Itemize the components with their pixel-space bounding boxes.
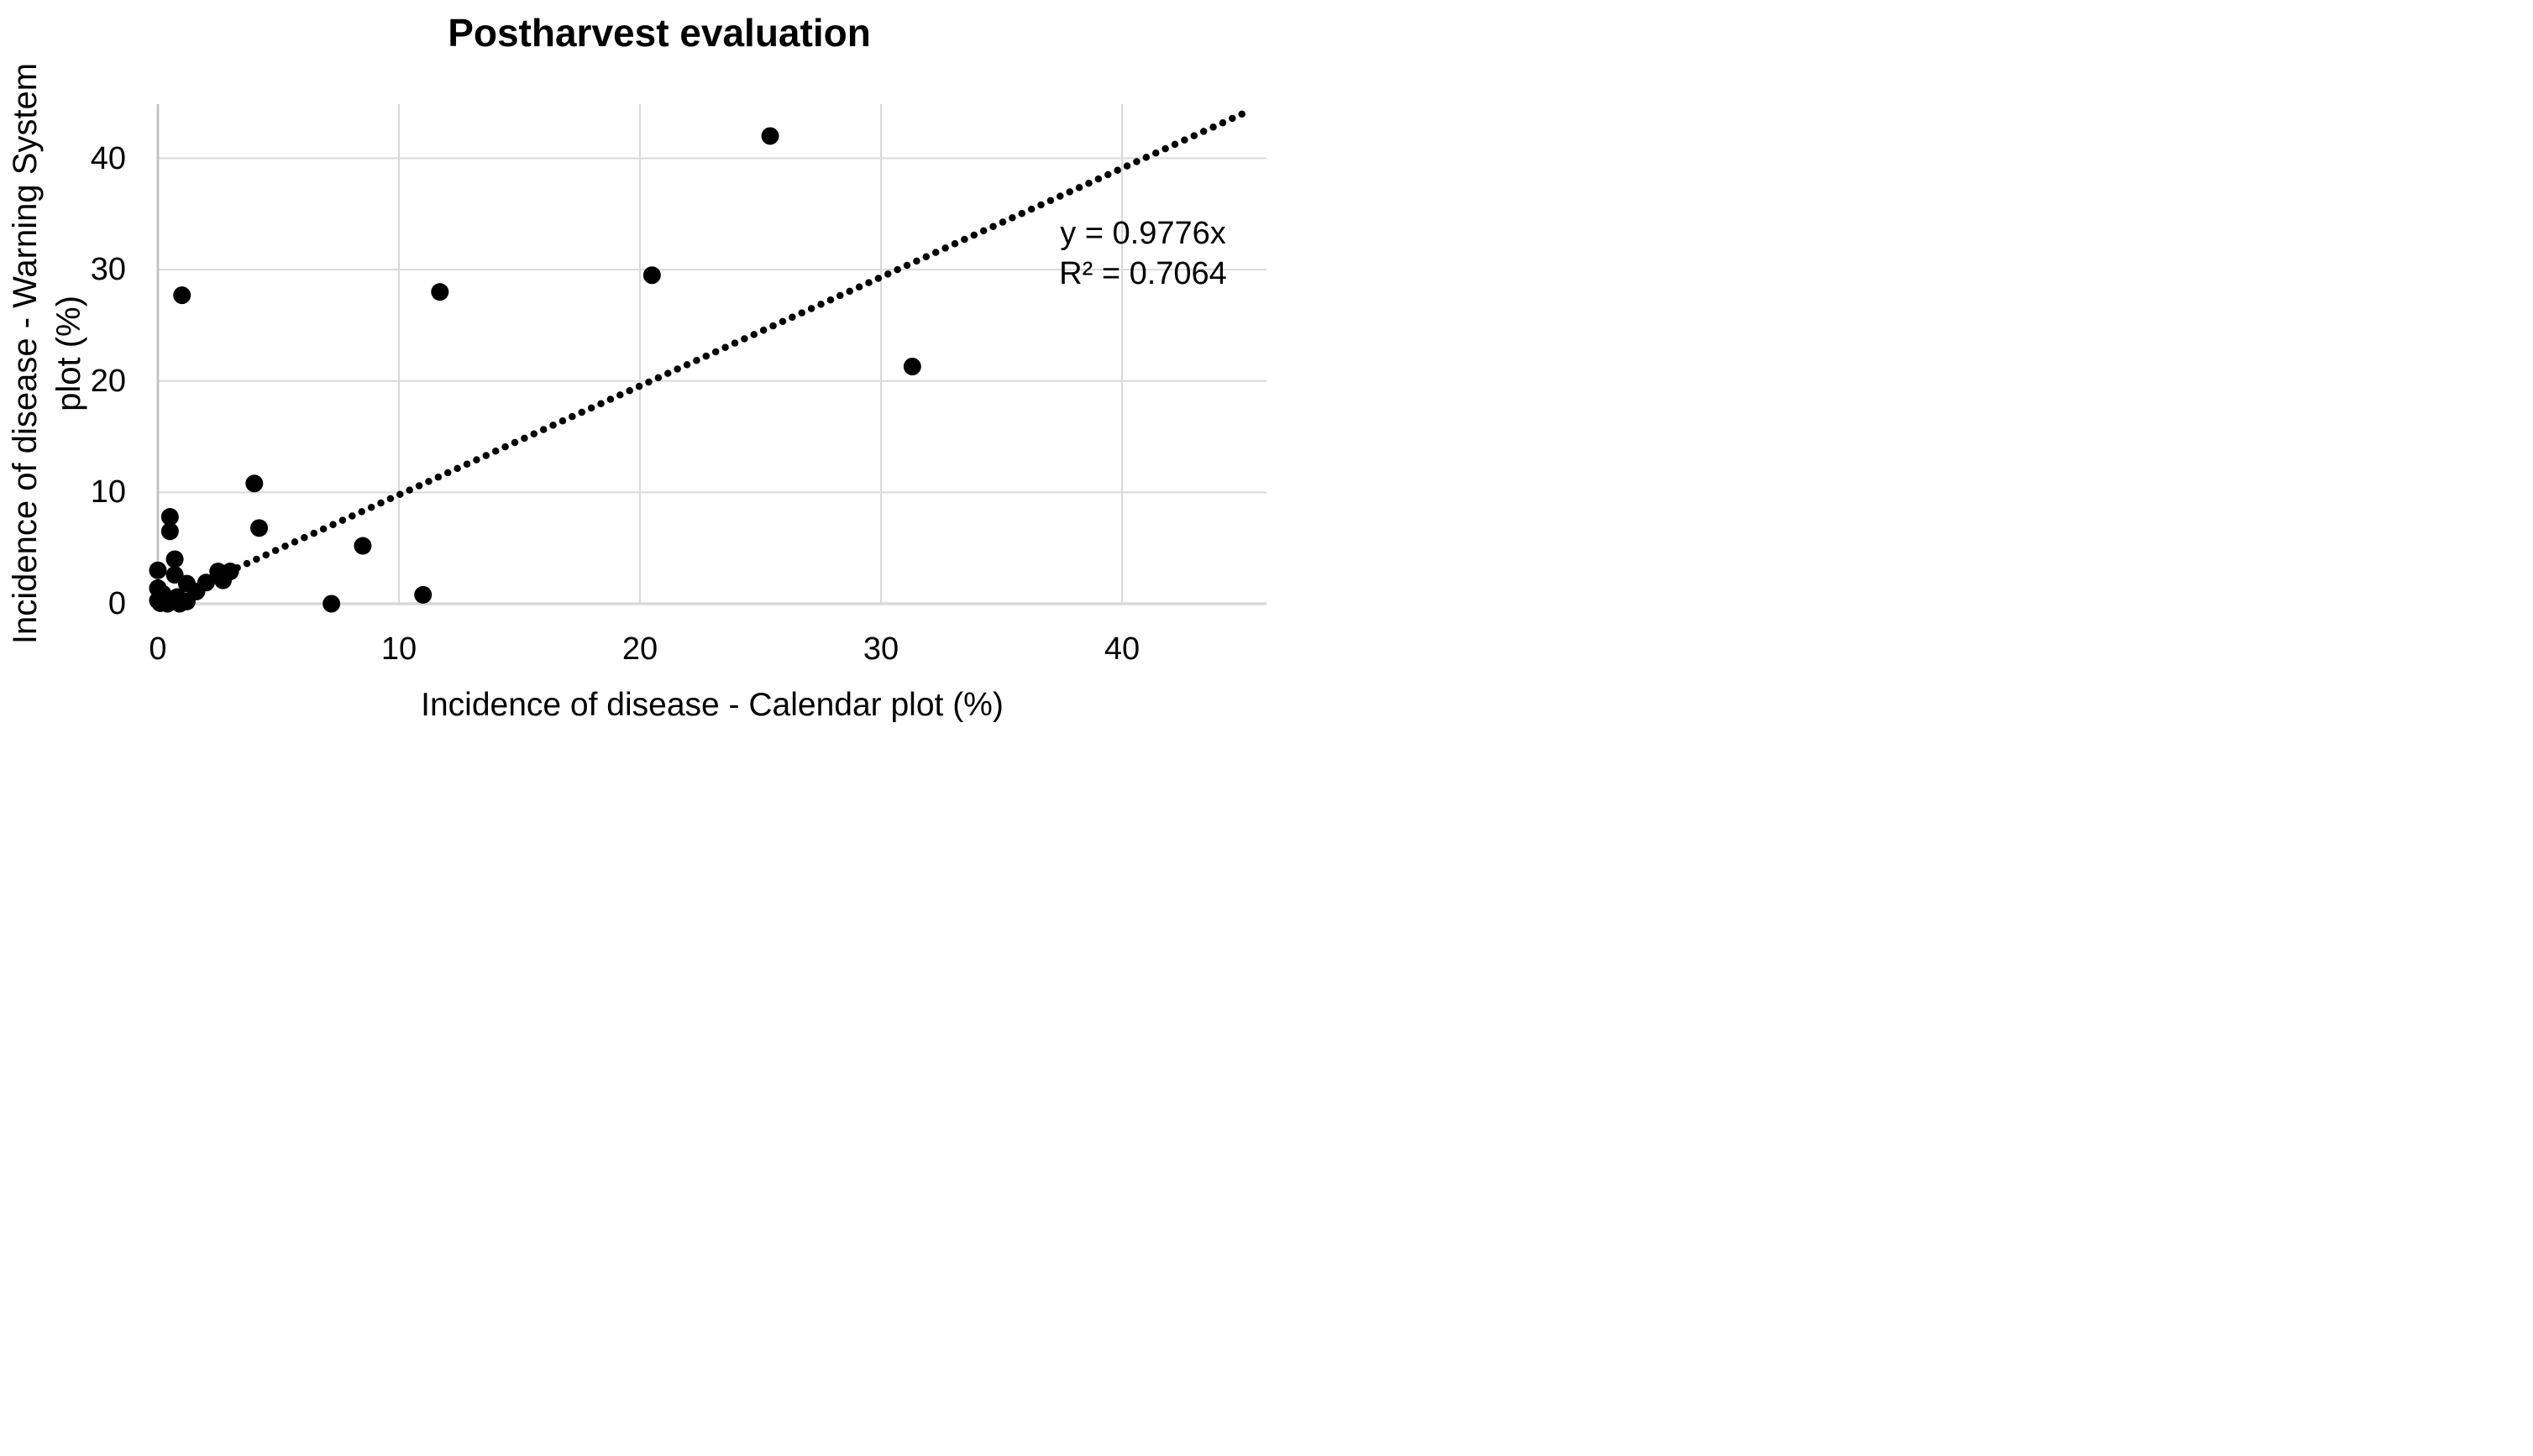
trendline-equation: y = 0.9776x: [1060, 216, 1226, 251]
y-axis-title-line1: Incidence of disease - Warning System: [7, 62, 44, 645]
x-axis-title: Incidence of disease - Calendar plot (%): [421, 687, 1004, 723]
data-point: [903, 358, 921, 376]
x-tick-label: 40: [1104, 631, 1141, 667]
data-point: [165, 566, 184, 584]
trendline-r-squared: R² = 0.7064: [1059, 256, 1227, 291]
x-tick-label: 10: [380, 631, 417, 667]
y-tick-label: 40: [90, 140, 126, 176]
data-point: [245, 474, 264, 493]
y-axis-title-line2: plot (%): [50, 296, 87, 411]
data-point: [177, 592, 196, 610]
data-point: [213, 571, 232, 589]
data-point: [414, 585, 433, 604]
data-point: [250, 519, 269, 537]
data-point: [761, 127, 779, 145]
data-point: [354, 537, 372, 555]
y-tick-label: 10: [90, 474, 126, 511]
data-point: [642, 266, 661, 285]
y-tick-label: 20: [90, 363, 126, 399]
data-point: [149, 561, 167, 579]
scatter-chart: Postharvest evaluation 0 10 20 30 40 0 10 20 30…: [0, 0, 1266, 728]
data-point: [173, 286, 191, 305]
trendline-annotation: y = 0.9776x R² = 0.7064: [1059, 213, 1227, 294]
y-tick-label: 30: [90, 252, 126, 288]
y-axis-title: Incidence of disease - Warning System pl…: [3, 63, 91, 644]
x-tick-label: 0: [149, 631, 167, 667]
data-point: [431, 283, 449, 301]
x-tick-label: 30: [863, 631, 899, 667]
data-point: [160, 508, 179, 526]
data-point: [323, 594, 341, 613]
y-tick-label: 0: [108, 586, 126, 621]
trendline: [223, 110, 1246, 576]
x-tick-label: 20: [621, 631, 658, 667]
data-point: [160, 522, 179, 541]
data-point: [165, 550, 184, 568]
chart-title: Postharvest evaluation: [448, 11, 871, 55]
plot-area: [149, 104, 1266, 613]
data-point: [197, 573, 215, 592]
